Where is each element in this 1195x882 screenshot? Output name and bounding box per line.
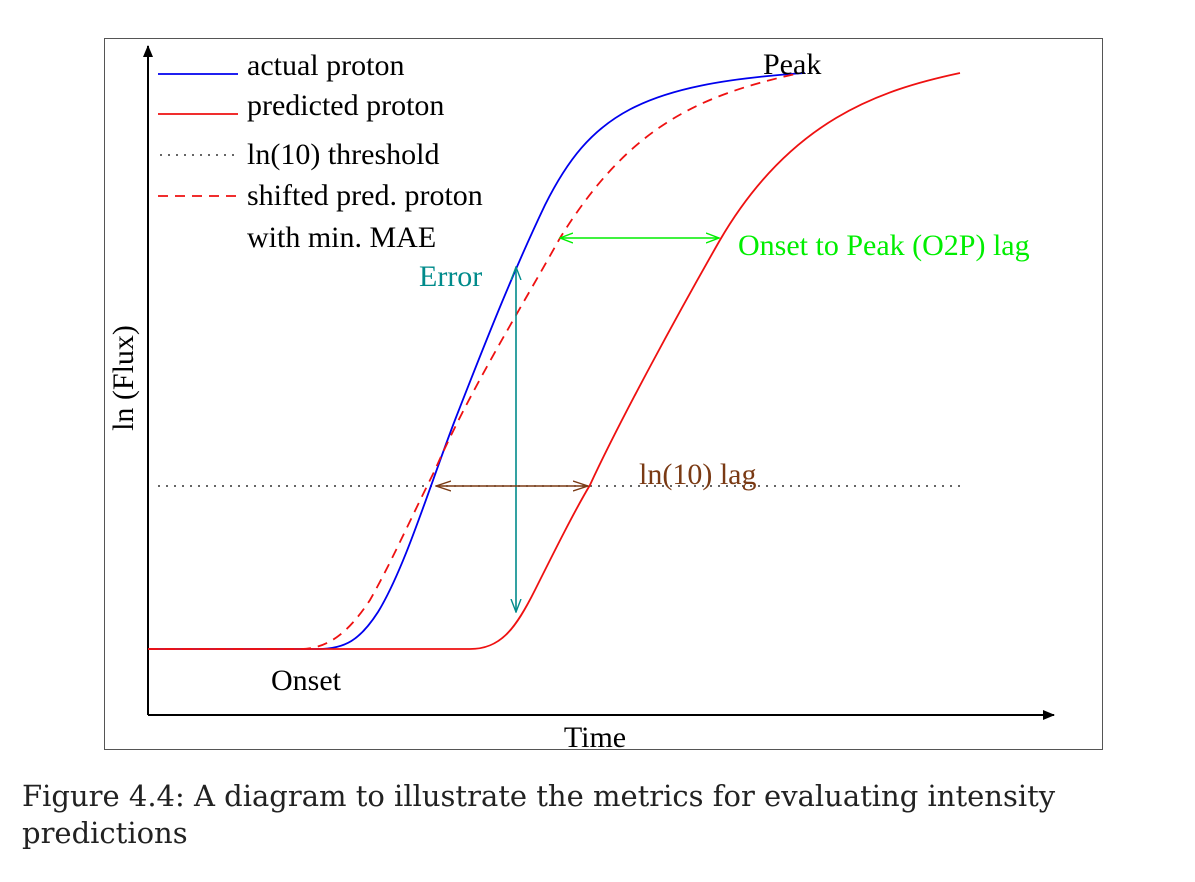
error-label: Error — [419, 260, 482, 293]
legend-label-predicted: predicted proton — [247, 89, 444, 122]
legend-label-shifted-cont: with min. MAE — [247, 221, 436, 254]
ln10-lag-label: ln(10) lag — [639, 458, 756, 491]
actual-proton-curve — [148, 72, 806, 650]
legend-label-threshold: ln(10) threshold — [247, 138, 439, 171]
x-axis-label: Time — [564, 721, 626, 754]
predicted-proton-curve — [148, 72, 961, 650]
onset-label: Onset — [271, 664, 342, 697]
figure-frame — [104, 38, 1103, 750]
o2p-lag-label: Onset to Peak (O2P) lag — [738, 229, 1030, 262]
legend: actual proton predicted proton ln(10) th… — [158, 49, 483, 254]
legend-label-actual: actual proton — [247, 49, 404, 82]
shifted-predicted-proton-curve — [148, 72, 801, 650]
y-axis-label: ln (Flux) — [107, 325, 140, 431]
legend-label-shifted: shifted pred. proton — [247, 179, 483, 212]
metrics-diagram: Time ln (Flux) actual proton predicted p… — [104, 38, 1103, 754]
figure-caption: Figure 4.4: A diagram to illustrate the … — [22, 779, 1056, 850]
peak-label: Peak — [763, 48, 821, 81]
